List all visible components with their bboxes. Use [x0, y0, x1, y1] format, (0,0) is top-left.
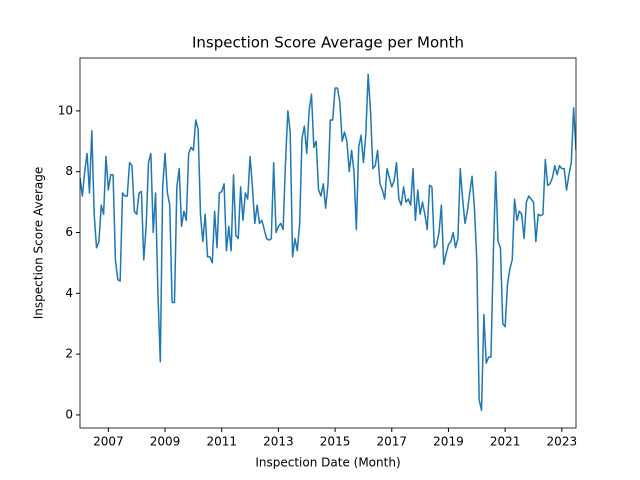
- x-tick-label: 2023: [547, 435, 578, 449]
- x-tick-label: 2009: [150, 435, 181, 449]
- x-tick-label: 2017: [376, 435, 407, 449]
- y-tick-label: 0: [65, 407, 73, 421]
- y-tick-label: 6: [65, 225, 73, 239]
- x-tick-label: 2011: [206, 435, 237, 449]
- x-axis-label: Inspection Date (Month): [255, 456, 400, 470]
- x-tick-label: 2013: [263, 435, 294, 449]
- x-tick-label: 2015: [320, 435, 351, 449]
- chart-title: Inspection Score Average per Month: [192, 34, 464, 52]
- y-tick-label: 8: [65, 164, 73, 178]
- y-axis-label: Inspection Score Average: [32, 167, 46, 320]
- y-tick-label: 10: [58, 103, 73, 117]
- data-line: [80, 73, 576, 412]
- y-tick-label: 2: [65, 347, 73, 361]
- x-tick-label: 2021: [490, 435, 521, 449]
- y-tick-label: 4: [65, 286, 73, 300]
- x-tick-label: 2019: [433, 435, 464, 449]
- x-tick-label: 2007: [93, 435, 124, 449]
- plot-frame: [79, 57, 577, 429]
